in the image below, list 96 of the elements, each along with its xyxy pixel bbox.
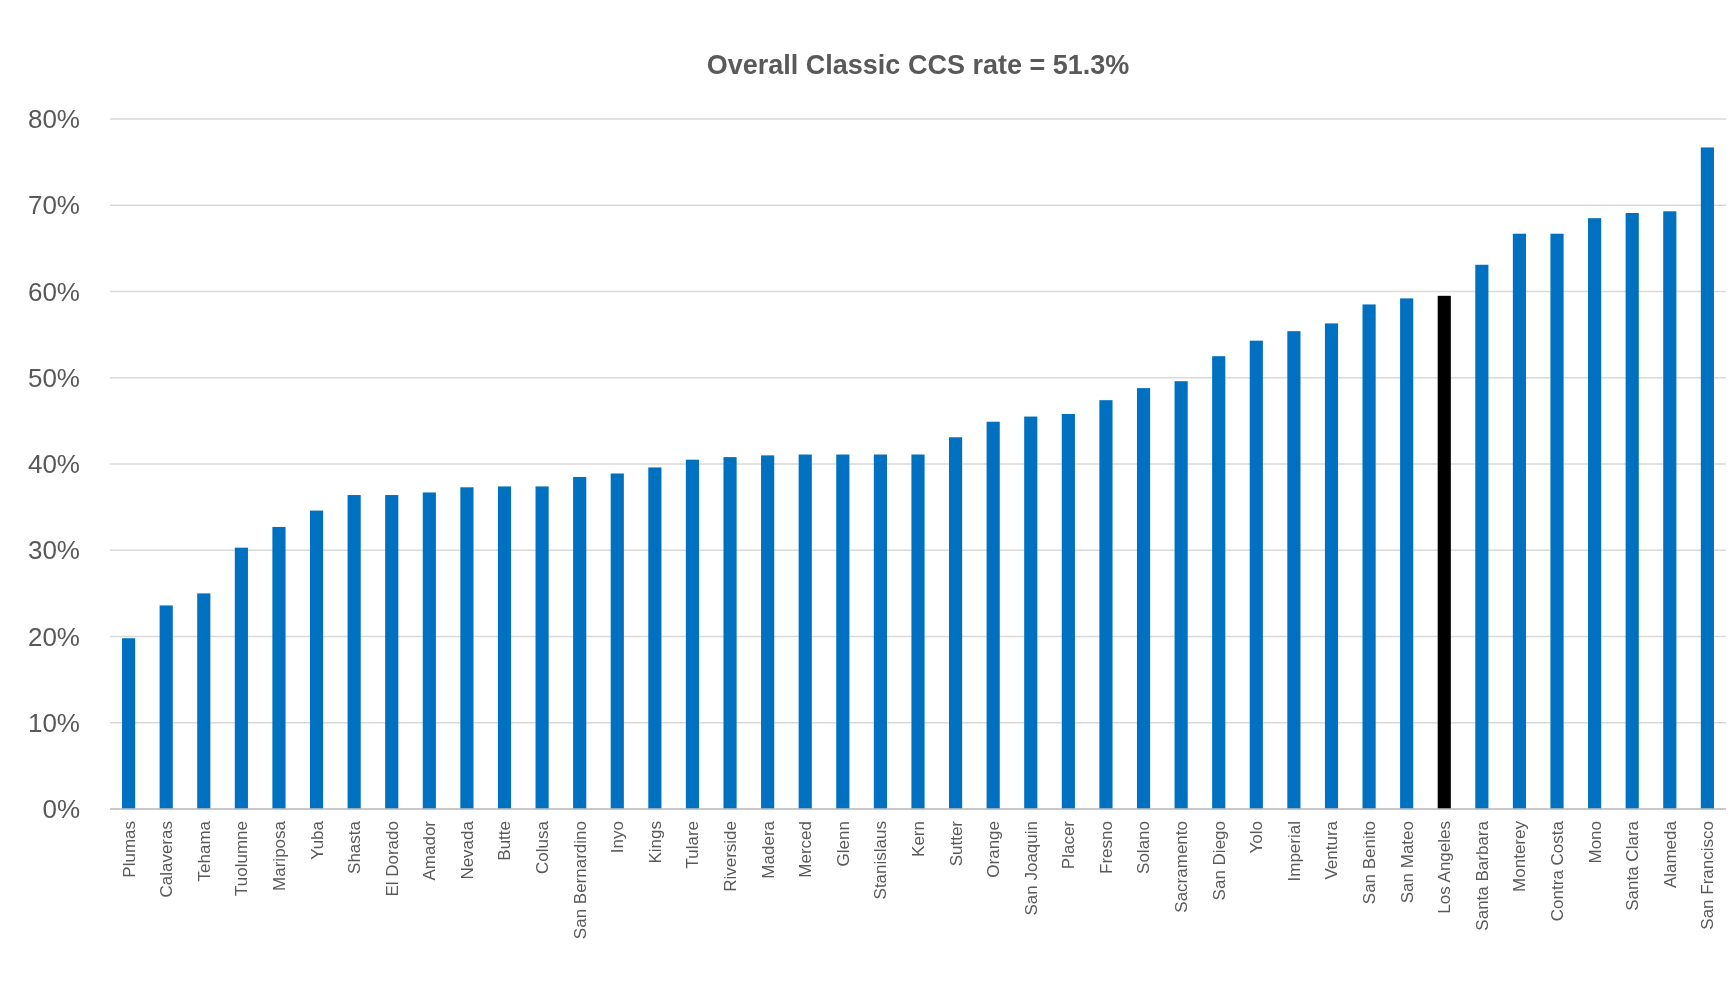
y-tick-label: 0% — [42, 794, 80, 825]
bar — [761, 455, 775, 809]
bar — [911, 454, 925, 809]
y-tick-label: 50% — [27, 362, 80, 393]
bar — [1362, 304, 1376, 809]
x-tick-label: Santa Barbara — [1472, 820, 1492, 931]
y-tick-label: 10% — [27, 707, 80, 738]
bar — [422, 492, 436, 809]
bar — [535, 486, 549, 809]
bar — [1212, 356, 1226, 809]
bar — [1550, 233, 1564, 809]
x-tick-label: Glenn — [833, 821, 853, 867]
x-tick-label: Placer — [1059, 820, 1079, 870]
bar — [122, 638, 136, 809]
x-tick-label: Monterey — [1510, 820, 1530, 892]
x-tick-label: Sutter — [946, 820, 966, 867]
x-tick-label: Merced — [796, 821, 816, 878]
y-tick-label: 80% — [27, 104, 80, 135]
bar — [1249, 340, 1263, 809]
bar — [1024, 416, 1038, 809]
x-tick-label: Madera — [758, 820, 778, 879]
bar — [1061, 413, 1075, 809]
bar — [347, 495, 361, 809]
x-tick-label: Ventura — [1322, 820, 1342, 880]
x-tick-label: Shasta — [345, 820, 365, 874]
x-tick-label: San Diego — [1209, 821, 1229, 901]
x-tick-label: Santa Clara — [1623, 820, 1643, 911]
bar — [385, 495, 399, 809]
x-tick-label: Orange — [984, 821, 1004, 878]
bar — [648, 467, 662, 809]
x-tick-label: Kern — [908, 821, 928, 857]
bar — [1625, 213, 1639, 809]
x-tick-label: San Bernardino — [570, 821, 590, 940]
bar — [610, 473, 624, 809]
bar — [949, 437, 963, 809]
bar — [1400, 298, 1414, 809]
bar — [1588, 218, 1602, 809]
bar — [309, 510, 324, 809]
bar — [798, 454, 812, 809]
x-tick-label: Stanislaus — [871, 821, 891, 900]
bar — [1324, 323, 1339, 809]
x-tick-label: Imperial — [1284, 821, 1304, 882]
bar — [460, 487, 474, 809]
bar — [1663, 211, 1677, 809]
x-tick-label: Butte — [495, 821, 515, 861]
bar — [159, 605, 173, 809]
x-tick-label: Kings — [645, 821, 665, 864]
bar — [836, 454, 850, 809]
bar — [573, 476, 587, 809]
y-tick-label: 60% — [27, 276, 80, 307]
x-tick-label: Calaveras — [157, 821, 177, 898]
bar — [1512, 233, 1527, 809]
x-tick-label: San Joaquin — [1021, 821, 1041, 916]
y-tick-label: 20% — [27, 621, 80, 652]
bar — [1700, 147, 1714, 809]
x-tick-label: Colusa — [533, 820, 553, 874]
bar — [497, 486, 512, 809]
x-tick-label: Mariposa — [269, 820, 289, 891]
bar — [1475, 264, 1489, 809]
y-tick-label: 70% — [27, 190, 80, 221]
x-tick-label: Tehama — [194, 820, 214, 882]
bar — [197, 593, 211, 809]
bar — [234, 547, 248, 809]
bar — [1099, 400, 1113, 809]
x-tick-label: Sacramento — [1172, 821, 1192, 913]
bar — [272, 526, 286, 809]
x-tick-label: San Francisco — [1698, 821, 1718, 930]
x-tick-label: Nevada — [457, 820, 477, 880]
x-tick-label: Inyo — [608, 821, 628, 854]
x-tick-label: Yuba — [307, 820, 327, 860]
x-tick-label: San Benito — [1360, 821, 1380, 905]
x-tick-label: Tuolumne — [232, 821, 252, 896]
x-tick-label: Mono — [1585, 821, 1605, 864]
bar — [1287, 331, 1301, 809]
x-tick-label: Fresno — [1096, 821, 1116, 874]
x-tick-label: Contra Costa — [1547, 820, 1567, 922]
x-tick-label: Alameda — [1660, 820, 1680, 889]
x-tick-label: Plumas — [119, 821, 139, 878]
y-tick-label: 40% — [27, 449, 80, 480]
x-tick-label: Riverside — [721, 821, 740, 892]
x-tick-label: Los Angeles — [1435, 821, 1455, 914]
x-tick-label: San Mateo — [1397, 821, 1417, 904]
x-tick-label: Tulare — [683, 821, 703, 869]
chart-title: Overall Classic CCS rate = 51.3% — [706, 50, 1130, 80]
bar — [723, 457, 737, 809]
bar — [1174, 381, 1188, 809]
x-tick-label: Solano — [1134, 821, 1154, 874]
x-tick-label: Yolo — [1247, 821, 1267, 854]
x-tick-label: El Dorado — [382, 821, 402, 897]
bar — [873, 454, 887, 809]
bar — [685, 459, 700, 809]
bar — [1437, 295, 1451, 809]
bar — [1136, 388, 1151, 809]
bar — [986, 421, 1000, 809]
y-tick-label: 30% — [27, 535, 80, 566]
x-tick-label: Amador — [420, 820, 440, 881]
